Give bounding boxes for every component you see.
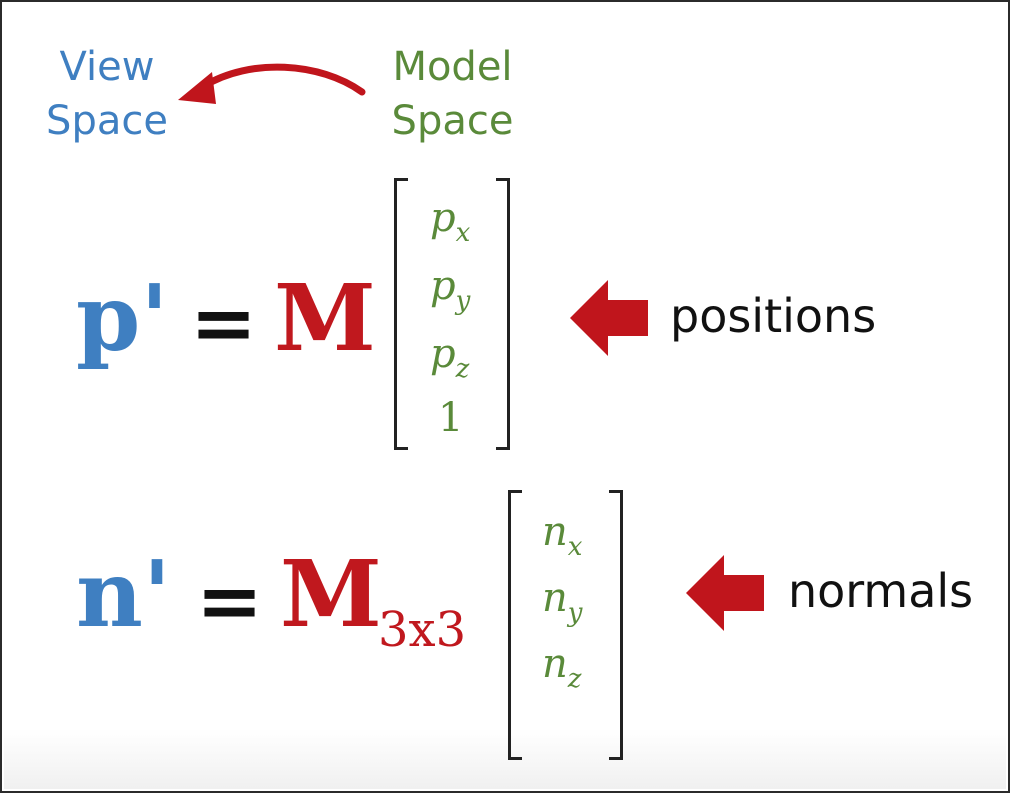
bottom-shade [4, 729, 1006, 789]
view-space-line2: Space [46, 98, 168, 144]
positions-label: positions [670, 289, 877, 343]
n-prime: n' [76, 540, 172, 648]
p-prime: p' [76, 264, 169, 372]
vector-entry-px: px [430, 195, 471, 248]
left-arrow-icon-normals [686, 555, 764, 631]
left-arrow-icon-positions [570, 280, 648, 356]
view-space-label: View Space [22, 40, 192, 148]
model-space-line1: Model [392, 44, 513, 90]
vector-entry-nz: nz [542, 641, 582, 694]
vector-entry-one: 1 [438, 395, 464, 441]
vector-entry-nx: nx [542, 509, 583, 562]
vector-entry-py: py [430, 263, 471, 316]
model-space-line2: Space [391, 98, 514, 144]
matrix-m-1: M [274, 264, 376, 372]
vector-entry-pz: pz [430, 331, 470, 384]
equals-sign-1: = [190, 275, 258, 369]
model-space-label: Model Space [370, 40, 535, 148]
matrix-m-2: M [280, 540, 382, 648]
normals-label: normals [788, 564, 974, 618]
curved-arrow-icon [178, 63, 366, 104]
equals-sign-2: = [196, 553, 264, 647]
view-space-line1: View [59, 44, 155, 90]
matrix-subscript-3x3: 3x3 [378, 602, 467, 658]
vector-entry-ny: ny [542, 575, 583, 628]
